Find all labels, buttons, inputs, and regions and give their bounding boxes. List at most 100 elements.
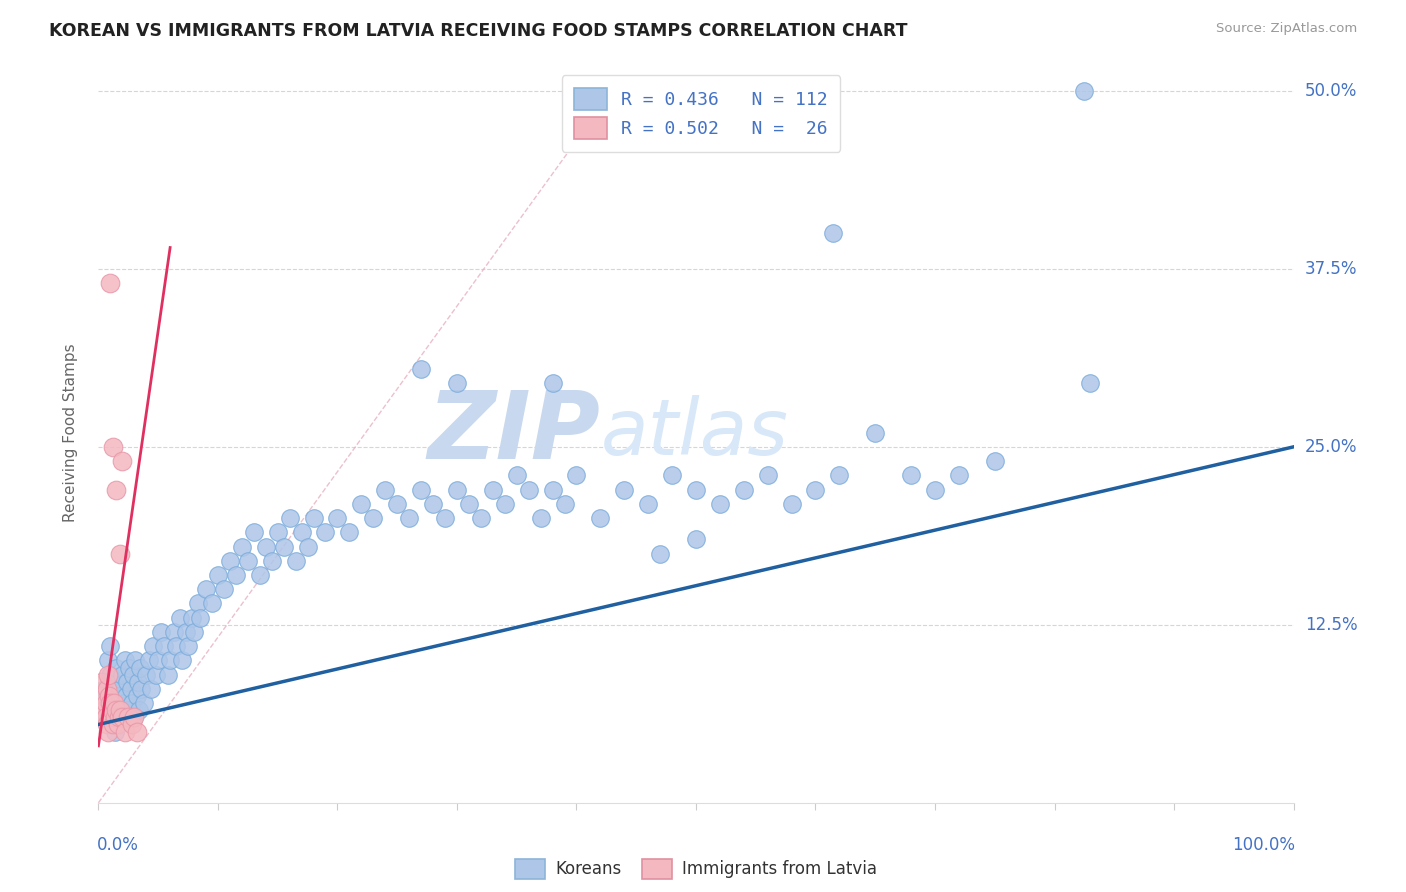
Point	[111, 710, 134, 724]
Point	[243, 525, 266, 540]
Point	[1073, 84, 1095, 98]
Point	[225, 568, 247, 582]
Point	[494, 497, 516, 511]
Point	[98, 696, 122, 710]
Point	[411, 483, 433, 497]
Point	[138, 653, 160, 667]
Point	[156, 667, 179, 681]
Point	[661, 468, 683, 483]
Point	[183, 624, 205, 639]
Point	[105, 703, 128, 717]
Point	[249, 568, 271, 582]
Point	[108, 703, 131, 717]
Point	[97, 724, 120, 739]
Point	[96, 681, 118, 696]
Point	[91, 674, 114, 689]
Legend: Koreans, Immigrants from Latvia: Koreans, Immigrants from Latvia	[509, 852, 883, 886]
Point	[174, 624, 197, 639]
Point	[188, 610, 211, 624]
Point	[101, 696, 124, 710]
Point	[103, 696, 125, 710]
Point	[315, 525, 337, 540]
Point	[107, 689, 129, 703]
Point	[756, 468, 779, 483]
Point	[481, 483, 505, 497]
Point	[948, 468, 970, 483]
Point	[101, 717, 124, 731]
Point	[97, 667, 120, 681]
Point	[94, 696, 117, 710]
Point	[458, 497, 481, 511]
Point	[350, 497, 373, 511]
Point	[100, 703, 122, 717]
Point	[589, 511, 612, 525]
Point	[104, 724, 127, 739]
Point	[97, 653, 120, 667]
Point	[128, 703, 150, 717]
Text: 25.0%: 25.0%	[1305, 438, 1357, 456]
Point	[93, 681, 115, 696]
Point	[117, 710, 139, 724]
Text: 50.0%: 50.0%	[1305, 82, 1357, 100]
Point	[107, 717, 129, 731]
Point	[984, 454, 1007, 468]
Point	[924, 483, 946, 497]
Text: ZIP: ZIP	[427, 386, 600, 479]
Point	[302, 511, 325, 525]
Point	[96, 717, 118, 731]
Point	[120, 681, 142, 696]
Text: 0.0%: 0.0%	[97, 836, 139, 855]
Text: 12.5%: 12.5%	[1305, 615, 1357, 634]
Point	[98, 639, 122, 653]
Point	[541, 483, 564, 497]
Point	[530, 511, 553, 525]
Point	[828, 468, 851, 483]
Point	[159, 653, 181, 667]
Point	[149, 624, 172, 639]
Point	[219, 554, 242, 568]
Point	[142, 639, 165, 653]
Point	[177, 639, 200, 653]
Point	[122, 667, 145, 681]
Y-axis label: Receiving Food Stamps: Receiving Food Stamps	[63, 343, 77, 522]
Point	[148, 653, 170, 667]
Point	[105, 483, 128, 497]
Text: KOREAN VS IMMIGRANTS FROM LATVIA RECEIVING FOOD STAMPS CORRELATION CHART: KOREAN VS IMMIGRANTS FROM LATVIA RECEIVI…	[49, 22, 908, 40]
Point	[132, 696, 155, 710]
Point	[169, 610, 191, 624]
Point	[124, 710, 146, 724]
Point	[153, 639, 176, 653]
Point	[291, 525, 314, 540]
Point	[96, 710, 118, 724]
Point	[125, 689, 148, 703]
Point	[446, 376, 468, 390]
Text: 100.0%: 100.0%	[1232, 836, 1295, 855]
Point	[517, 483, 540, 497]
Point	[98, 710, 122, 724]
Point	[637, 497, 659, 511]
Point	[121, 696, 143, 710]
Point	[267, 525, 290, 540]
Point	[98, 667, 122, 681]
Point	[434, 511, 457, 525]
Point	[865, 425, 887, 440]
Point	[804, 483, 827, 497]
Point	[118, 660, 141, 674]
Point	[900, 468, 922, 483]
Point	[107, 710, 129, 724]
Point	[114, 653, 136, 667]
Point	[107, 703, 129, 717]
Point	[93, 703, 115, 717]
Point	[1080, 376, 1102, 390]
Text: Source: ZipAtlas.com: Source: ZipAtlas.com	[1216, 22, 1357, 36]
Point	[385, 497, 409, 511]
Point	[108, 547, 131, 561]
Text: 37.5%: 37.5%	[1305, 260, 1357, 278]
Point	[111, 667, 134, 681]
Point	[207, 568, 229, 582]
Point	[648, 547, 672, 561]
Point	[101, 440, 124, 454]
Point	[554, 497, 576, 511]
Point	[422, 497, 444, 511]
Point	[165, 639, 187, 653]
